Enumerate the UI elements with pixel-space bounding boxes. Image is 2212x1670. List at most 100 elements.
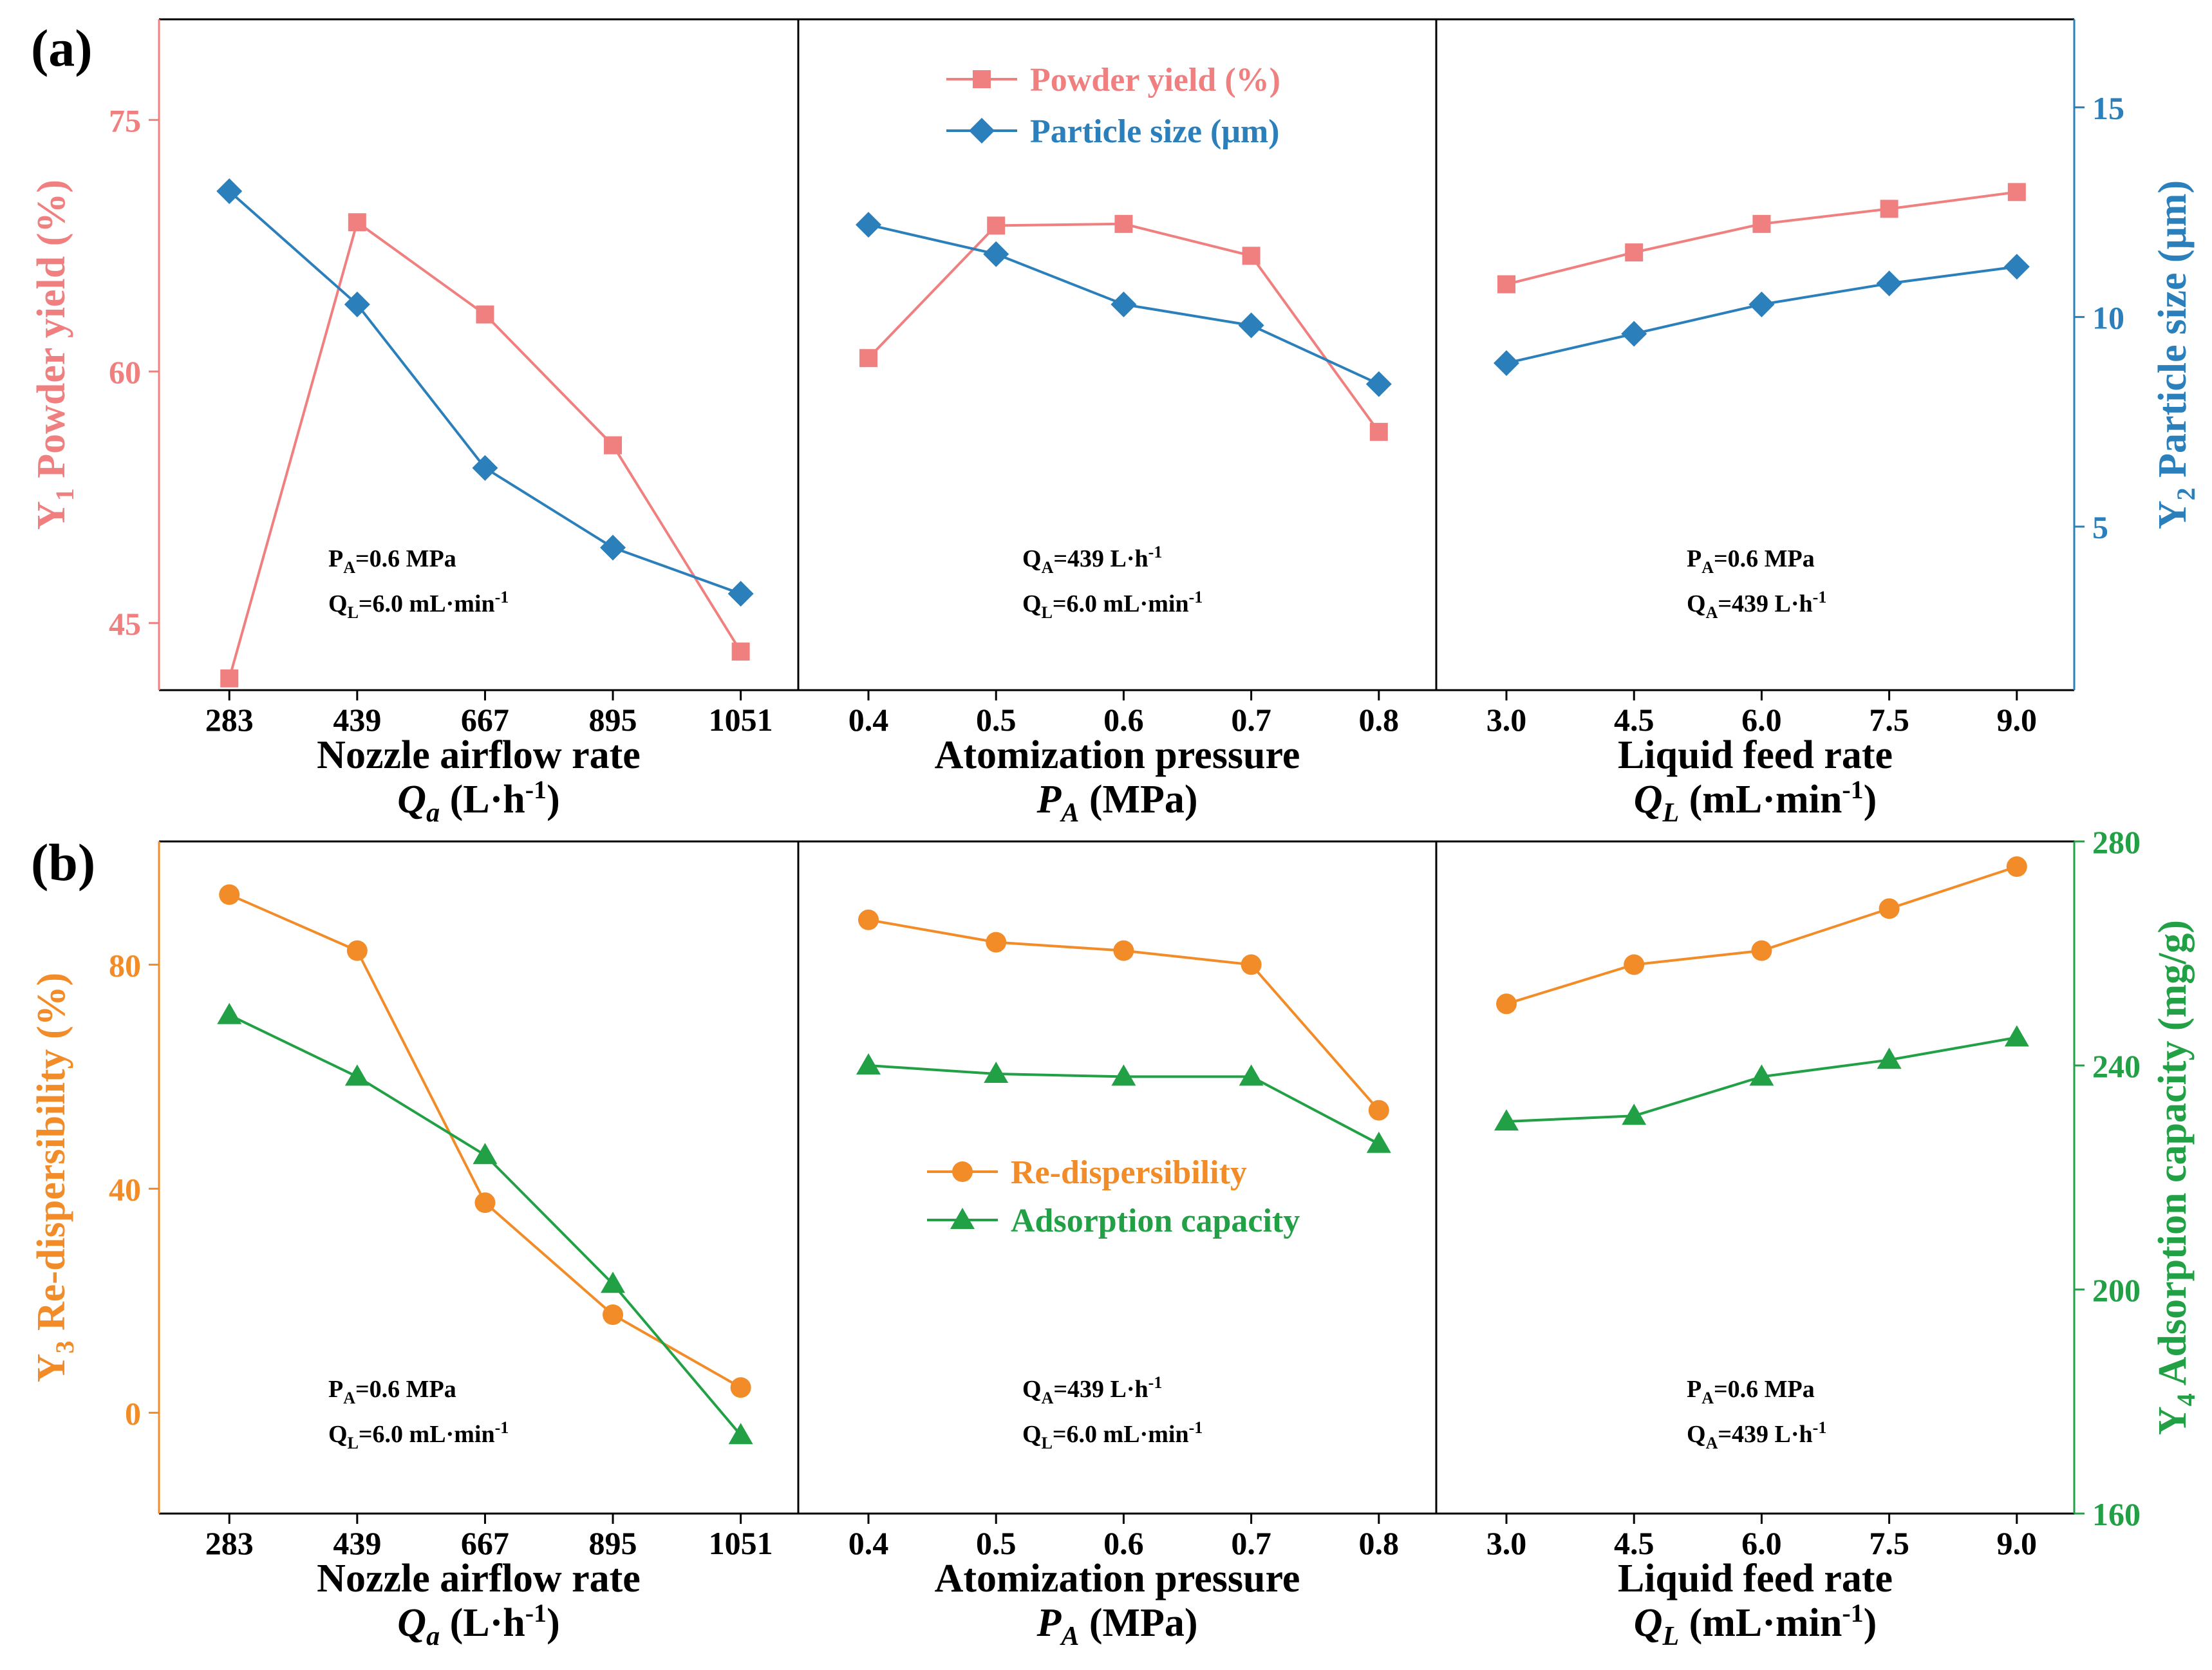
condition-subscript: A — [1042, 558, 1054, 577]
x-unit: (mL·min — [1679, 1601, 1842, 1645]
condition-value: =439 L·h — [1053, 1376, 1148, 1403]
data-point-triangle — [473, 1143, 498, 1165]
legend-marker — [969, 118, 995, 144]
x-unit: (L·h — [440, 1601, 525, 1645]
data-point-circle — [986, 932, 1007, 953]
x-variable-subscript: A — [1059, 1622, 1079, 1651]
left-axis-title: Y3 Re-dispersibility (%) — [30, 973, 79, 1383]
x-tick-label: 0.4 — [848, 1525, 889, 1561]
data-point-circle — [1113, 940, 1134, 961]
x-tick-label: 9.0 — [1997, 1525, 2038, 1561]
legend-label: Re-dispersibility — [1011, 1154, 1247, 1191]
data-point-diamond — [1748, 291, 1775, 317]
data-point-diamond — [1876, 270, 1902, 297]
x-unit-end: ) — [1864, 1601, 1877, 1645]
legend-marker — [950, 1208, 975, 1229]
condition-symbol: P — [328, 545, 343, 572]
left-tick-label: 60 — [109, 354, 141, 390]
condition-symbol: Q — [328, 1421, 348, 1448]
condition-symbol: Q — [1687, 1421, 1706, 1448]
data-point-square — [1752, 214, 1771, 233]
x-tick-label: 283 — [205, 1525, 254, 1561]
x-variable-symbol: Q — [397, 778, 426, 821]
axis-title-subscript: 4 — [2171, 1393, 2200, 1406]
x-variable-symbol: P — [1036, 1601, 1062, 1645]
condition-subscript: A — [1701, 1389, 1714, 1407]
x-tick-label: 667 — [461, 1525, 509, 1561]
x-tick-label: 0.4 — [848, 702, 889, 738]
condition-label: QL=6.0 mL·min-1 — [328, 1418, 509, 1452]
condition-label: QA=439 L·h-1 — [1687, 588, 1826, 622]
condition-symbol: Q — [1022, 545, 1042, 572]
condition-symbol: P — [1687, 1376, 1701, 1403]
x-tick-label: 895 — [589, 1525, 637, 1561]
data-point-diamond — [983, 241, 1009, 267]
left-tick-label: 75 — [109, 102, 141, 138]
x-tick-label: 0.8 — [1359, 1525, 1400, 1561]
legend-label: Adsorption capacity — [1011, 1203, 1300, 1239]
data-point-circle — [346, 940, 368, 961]
data-point-square — [476, 305, 494, 324]
x-axis-title: Liquid feed rate — [1618, 1557, 1893, 1600]
axis-title-text: Re-dispersibility (%) — [30, 973, 73, 1341]
condition-symbol: Q — [328, 590, 348, 617]
data-point-square — [1242, 247, 1261, 265]
condition-value: =0.6 MPa — [1714, 545, 1815, 572]
data-point-circle — [1368, 1100, 1389, 1121]
data-point-triangle — [1749, 1064, 1774, 1086]
data-point-diamond — [1111, 291, 1137, 317]
data-point-circle — [1751, 940, 1772, 961]
panel-label: (a) — [31, 19, 93, 77]
data-point-square — [1880, 200, 1898, 218]
data-point-circle — [1241, 954, 1262, 975]
x-tick-label: 9.0 — [1997, 702, 2038, 738]
x-axis-variable: QL (mL·min-1) — [1634, 1599, 1877, 1651]
x-tick-label: 0.5 — [976, 702, 1017, 738]
axis-title-text: Particle size (μm) — [2151, 180, 2195, 488]
data-point-circle — [2006, 856, 2027, 877]
axis-title-prefix: Y — [2151, 1406, 2195, 1435]
right-tick-label: 10 — [2092, 299, 2124, 335]
data-point-circle — [1624, 954, 1645, 975]
data-point-triangle — [1494, 1109, 1519, 1131]
x-tick-label: 3.0 — [1486, 702, 1527, 738]
data-point-square — [859, 349, 878, 368]
x-variable-subscript: a — [426, 1622, 440, 1651]
right-axis-title: Y2 Particle size (μm) — [2151, 180, 2200, 529]
legend-label: Powder yield (%) — [1030, 62, 1280, 99]
condition-symbol: P — [1687, 545, 1701, 572]
condition-subscript: L — [1042, 603, 1053, 622]
condition-value: =439 L·h — [1718, 1421, 1812, 1448]
condition-subscript: A — [1701, 558, 1714, 577]
x-unit: (MPa) — [1079, 778, 1197, 821]
x-tick-label: 3.0 — [1486, 1525, 1527, 1561]
x-axis-title: Nozzle airflow rate — [317, 733, 641, 777]
x-axis-variable: Qa (L·h-1) — [397, 1599, 559, 1651]
condition-subscript: L — [348, 603, 359, 622]
data-point-circle — [474, 1192, 496, 1214]
data-point-circle — [730, 1377, 751, 1398]
data-point-diamond — [1238, 312, 1264, 339]
axis-title-subscript: 3 — [50, 1340, 79, 1353]
data-point-circle — [858, 909, 879, 930]
data-point-diamond — [472, 455, 498, 481]
data-point-diamond — [1494, 350, 1520, 377]
condition-superscript: -1 — [495, 588, 509, 606]
condition-value: =6.0 mL·min — [359, 1421, 495, 1448]
data-point-diamond — [1621, 321, 1647, 347]
condition-value: =0.6 MPa — [355, 1376, 456, 1403]
axis-title-prefix: Y — [2151, 500, 2195, 529]
data-point-triangle — [601, 1271, 626, 1293]
x-variable-symbol: Q — [397, 1601, 426, 1645]
axis-title-text: Adsorption capacity (mg/g) — [2151, 920, 2195, 1393]
legend-marker — [973, 70, 991, 88]
data-point-triangle — [2004, 1025, 2029, 1047]
series-line-primary — [867, 222, 1380, 433]
data-point-diamond — [216, 178, 243, 205]
panel-label: (b) — [31, 833, 95, 892]
x-unit-end: ) — [547, 778, 560, 821]
axis-title-text: Powder yield (%) — [30, 180, 73, 488]
